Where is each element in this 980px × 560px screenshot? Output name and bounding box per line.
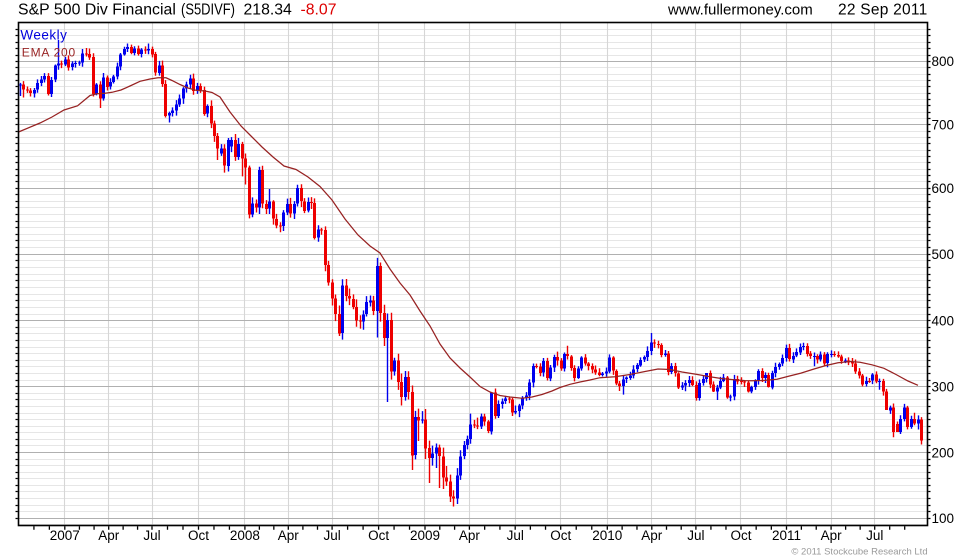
svg-text:Apr: Apr: [98, 528, 120, 543]
svg-text:700: 700: [932, 118, 955, 133]
svg-text:Oct: Oct: [188, 528, 209, 543]
svg-text:Oct: Oct: [550, 528, 571, 543]
svg-text:400: 400: [932, 314, 955, 329]
svg-text:2011: 2011: [772, 528, 801, 543]
svg-text:800: 800: [932, 54, 955, 69]
svg-text:Apr: Apr: [278, 528, 300, 543]
svg-text:600: 600: [932, 181, 955, 196]
svg-text:2008: 2008: [230, 528, 260, 543]
svg-text:200: 200: [932, 445, 955, 460]
svg-text:Apr: Apr: [641, 528, 663, 543]
svg-text:Jul: Jul: [143, 528, 160, 543]
svg-text:Apr: Apr: [459, 528, 481, 543]
svg-text:300: 300: [932, 380, 955, 395]
svg-text:2007: 2007: [50, 528, 80, 543]
svg-text:Apr: Apr: [821, 528, 843, 543]
svg-text:Jul: Jul: [687, 528, 704, 543]
svg-text:© 2011 Stockcube Research Ltd: © 2011 Stockcube Research Ltd: [791, 546, 927, 557]
svg-text:500: 500: [932, 247, 955, 262]
svg-text:Jul: Jul: [323, 528, 340, 543]
svg-text:Oct: Oct: [730, 528, 751, 543]
svg-text:218.34: 218.34: [244, 2, 293, 19]
svg-text:Oct: Oct: [368, 528, 389, 543]
svg-text:S&P 500 Div Financial: S&P 500 Div Financial: [18, 2, 176, 19]
svg-text:Weekly: Weekly: [20, 28, 67, 43]
svg-text:-8.07: -8.07: [301, 2, 337, 19]
svg-text:2009: 2009: [410, 528, 440, 543]
svg-text:(S5DIVF): (S5DIVF): [181, 2, 235, 19]
svg-text:Jul: Jul: [866, 528, 883, 543]
svg-text:EMA 200: EMA 200: [22, 45, 76, 59]
svg-text:2010: 2010: [592, 528, 622, 543]
svg-text:22 Sep 2011: 22 Sep 2011: [838, 2, 928, 19]
svg-text:100: 100: [932, 511, 955, 526]
svg-text:www.fullermoney.com: www.fullermoney.com: [667, 2, 813, 19]
svg-text:Jul: Jul: [507, 528, 524, 543]
